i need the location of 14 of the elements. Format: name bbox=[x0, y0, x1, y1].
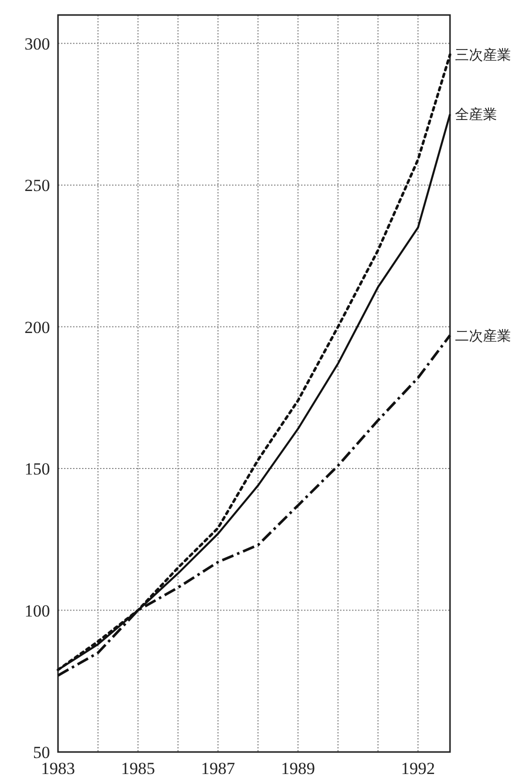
y-tick-label: 250 bbox=[24, 176, 50, 196]
y-tick-label: 100 bbox=[24, 601, 50, 620]
y-tick-label: 300 bbox=[24, 34, 50, 54]
x-tick-label: 1985 bbox=[121, 759, 155, 778]
x-tick-label: 1987 bbox=[201, 759, 236, 778]
series-label: 全産業 bbox=[455, 107, 497, 124]
series-label: 二次産業 bbox=[455, 328, 511, 344]
x-tick-label: 1992 bbox=[401, 759, 435, 778]
y-tick-label: 150 bbox=[24, 460, 50, 479]
x-tick-label: 1983 bbox=[41, 759, 75, 778]
y-tick-label: 50 bbox=[33, 743, 50, 762]
x-tick-label: 1989 bbox=[281, 759, 315, 778]
series-label: 三次産業 bbox=[455, 48, 511, 64]
y-tick-label: 200 bbox=[24, 318, 50, 337]
